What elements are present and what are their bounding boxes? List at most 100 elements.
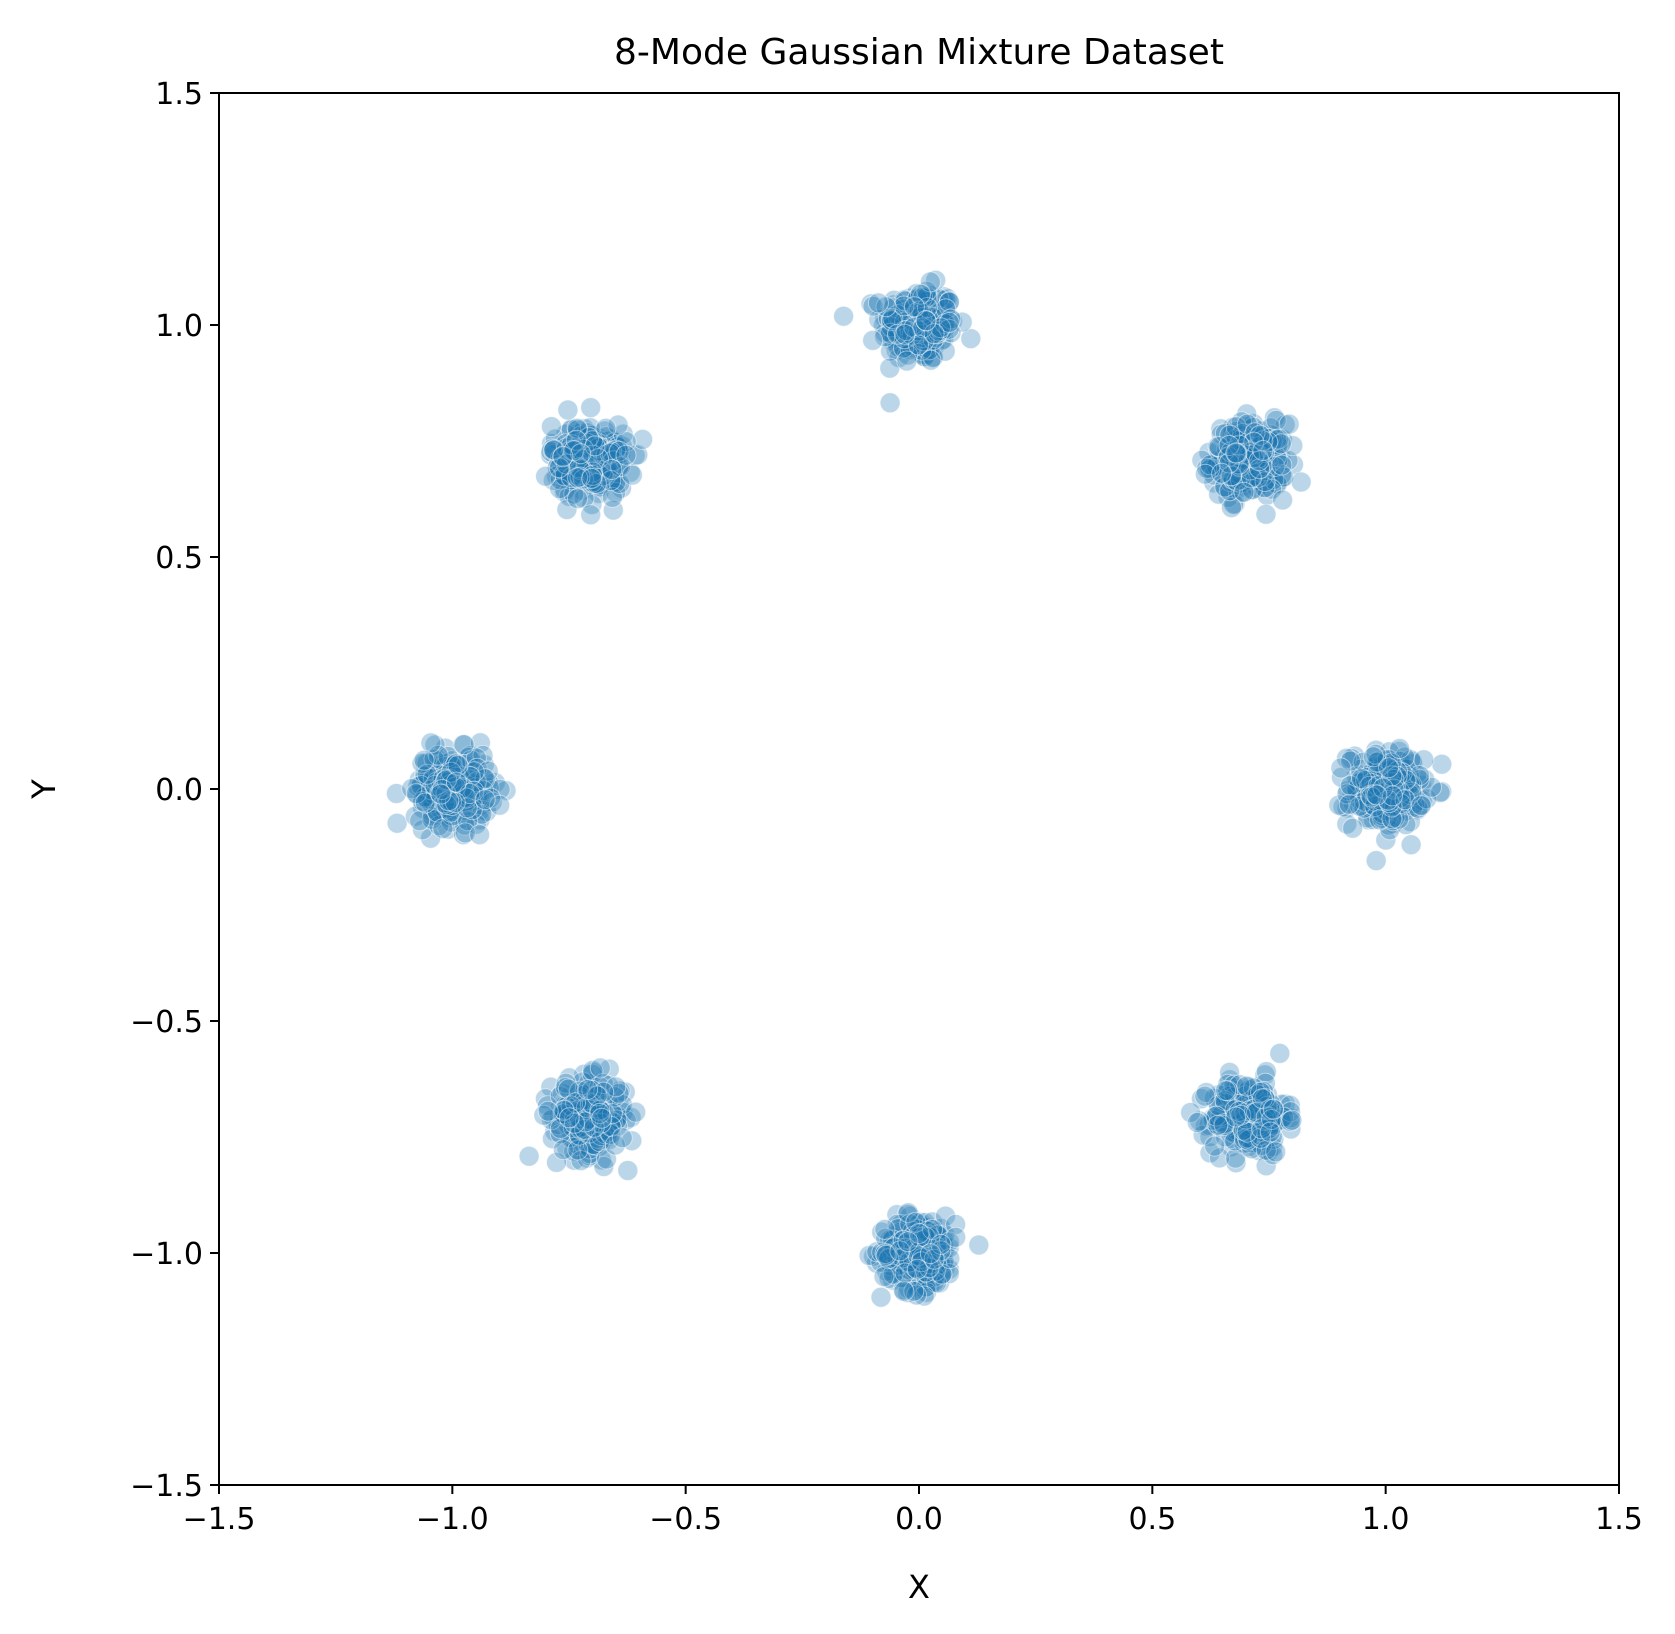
data-point	[1413, 749, 1435, 771]
data-point	[867, 292, 889, 314]
data-point	[862, 329, 884, 351]
data-point	[1383, 778, 1405, 800]
data-point	[518, 1145, 540, 1167]
cluster-4	[1180, 1042, 1303, 1177]
data-point	[409, 810, 431, 832]
data-point	[589, 1057, 611, 1079]
data-point	[906, 1258, 928, 1280]
y-tick-label: −0.5	[130, 1005, 203, 1040]
data-point	[1215, 1080, 1237, 1102]
data-point	[897, 1231, 919, 1253]
data-point	[577, 1079, 599, 1100]
data-point	[558, 1107, 580, 1129]
data-point	[591, 1107, 613, 1129]
data-point	[1382, 785, 1403, 807]
data-point	[1279, 1110, 1301, 1132]
data-point	[1410, 795, 1432, 817]
data-point	[1342, 817, 1364, 839]
data-point	[833, 305, 855, 327]
data-point	[1366, 751, 1388, 773]
chart-title: 8-Mode Gaussian Mixture Dataset	[614, 32, 1224, 73]
data-point	[580, 504, 602, 526]
data-point	[873, 1266, 895, 1288]
data-point	[1394, 789, 1416, 811]
data-point	[1328, 794, 1350, 816]
x-tick-label: −1.0	[416, 1502, 489, 1537]
data-point	[896, 350, 918, 372]
data-point	[595, 417, 617, 439]
data-point	[1407, 797, 1429, 819]
x-tick-label: 1.0	[1362, 1502, 1410, 1537]
data-point	[1252, 440, 1274, 461]
data-point	[1192, 1124, 1214, 1146]
data-point	[430, 783, 452, 805]
data-point	[1278, 413, 1300, 435]
y-tick-label: −1.5	[130, 1469, 203, 1504]
y-axis-title: Y	[25, 779, 63, 800]
y-tick-label: 1.0	[155, 309, 203, 344]
data-point	[1207, 1114, 1229, 1136]
data-point	[580, 397, 602, 419]
data-point	[1330, 757, 1352, 779]
data-point	[893, 295, 915, 317]
data-point	[1377, 789, 1399, 811]
data-point	[1362, 746, 1384, 768]
data-point	[1272, 489, 1294, 511]
data-point	[903, 296, 925, 318]
y-tick-label: 1.5	[155, 77, 203, 112]
data-point	[870, 1286, 892, 1308]
data-point	[1225, 442, 1247, 464]
x-tick-label: 0.5	[1128, 1502, 1176, 1537]
data-point	[893, 1280, 915, 1302]
data-point	[540, 416, 562, 438]
data-point	[1254, 471, 1276, 493]
data-point	[1269, 1042, 1291, 1064]
data-point	[453, 734, 475, 756]
data-point	[625, 1101, 647, 1123]
data-point	[881, 310, 902, 332]
data-point	[1282, 435, 1304, 457]
data-point	[1194, 1085, 1216, 1107]
data-point	[386, 812, 408, 834]
data-point	[1349, 795, 1371, 817]
x-tick-label: −0.5	[649, 1502, 722, 1537]
data-point	[581, 467, 603, 489]
data-point	[1194, 463, 1216, 485]
data-point	[1180, 1102, 1202, 1123]
data-point	[617, 1160, 639, 1181]
data-point	[1265, 409, 1287, 431]
data-point	[1400, 834, 1422, 856]
data-point	[1336, 747, 1357, 769]
data-point	[1211, 462, 1233, 484]
data-point	[1225, 1106, 1247, 1128]
data-point	[1365, 743, 1387, 765]
x-axis-title: X	[908, 1568, 930, 1606]
y-tick-label: 0.5	[155, 541, 203, 576]
data-point	[1388, 808, 1410, 830]
data-point	[920, 349, 942, 371]
data-point	[1389, 738, 1411, 759]
data-point	[1395, 814, 1417, 836]
points-layer	[385, 269, 1453, 1308]
data-point	[1381, 808, 1403, 830]
x-tick-label: 0.0	[895, 1502, 943, 1537]
data-point	[1259, 1121, 1281, 1143]
data-point	[567, 488, 588, 510]
cluster-3	[1328, 738, 1453, 872]
data-point	[621, 464, 643, 486]
data-point	[552, 445, 574, 467]
data-point	[1270, 433, 1292, 455]
data-point	[557, 399, 579, 421]
data-point	[1281, 1109, 1303, 1131]
data-point	[1209, 1147, 1230, 1169]
data-point	[570, 443, 592, 465]
data-point	[1247, 466, 1269, 488]
data-point	[601, 459, 623, 480]
data-point	[537, 1100, 559, 1122]
data-point	[1249, 458, 1271, 480]
x-tick-label: 1.5	[1595, 1502, 1643, 1537]
x-tick-label: −1.5	[183, 1502, 256, 1537]
data-point	[874, 326, 896, 348]
data-point	[1290, 471, 1312, 493]
